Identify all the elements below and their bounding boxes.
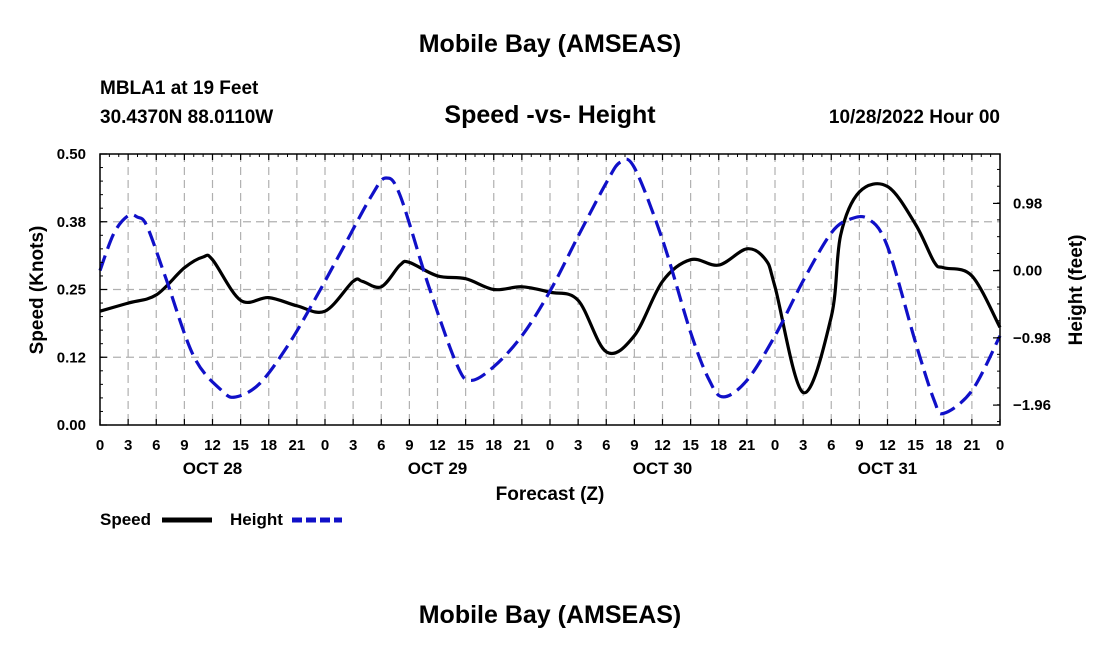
legend-speed-label: Speed xyxy=(100,510,151,529)
series-layer xyxy=(98,157,1002,416)
x-tick-label: 15 xyxy=(682,437,699,454)
coordinates-label: 30.4370N 88.0110W xyxy=(100,107,274,128)
x-tick-label: 15 xyxy=(232,437,249,454)
legend-height-label: Height xyxy=(230,510,283,529)
x-tick-label: 6 xyxy=(152,437,160,454)
x-tick-label: 18 xyxy=(710,437,727,454)
x-tick-label: 18 xyxy=(935,437,952,454)
x-tick-label: 0 xyxy=(546,437,554,454)
y2-tick-label: 0.00 xyxy=(1013,263,1042,280)
y2-axis-title: Height (feet) xyxy=(1066,235,1087,346)
x-axis-title: Forecast (Z) xyxy=(496,484,605,505)
x-tick-label: 3 xyxy=(574,437,582,454)
footer-title: Mobile Bay (AMSEAS) xyxy=(418,601,682,629)
x-tick-label: 9 xyxy=(630,437,638,454)
y-tick-label: 0.50 xyxy=(57,146,86,163)
x-tick-label: 12 xyxy=(654,437,671,454)
x-tick-label: 6 xyxy=(827,437,835,454)
x-tick-label: 12 xyxy=(429,437,446,454)
legend: Speed Height xyxy=(100,510,342,529)
station-label: MBLA1 at 19 Feet xyxy=(100,78,259,99)
height-series-line xyxy=(98,157,1002,416)
x-tick-label: 9 xyxy=(855,437,863,454)
day-label: OCT 31 xyxy=(858,459,918,478)
y-tick-label: 0.25 xyxy=(57,282,86,299)
y-tick-label: 0.12 xyxy=(57,349,86,366)
x-tick-label: 12 xyxy=(204,437,221,454)
x-tick-label: 6 xyxy=(602,437,610,454)
x-tick-label: 21 xyxy=(964,437,981,454)
x-tick-label: 18 xyxy=(485,437,502,454)
x-tick-label: 0 xyxy=(771,437,779,454)
x-tick-label: 9 xyxy=(405,437,413,454)
x-tick-label: 9 xyxy=(180,437,188,454)
forecast-datetime: 10/28/2022 Hour 00 xyxy=(828,107,1000,128)
x-tick-label: 0 xyxy=(996,437,1004,454)
x-tick-label: 15 xyxy=(907,437,924,454)
axis-layer: 0 3 6 9 12 15 18 21 0 3 6 9 12 15 18 21 0 3 6 9 12 15 18 21 0 3 6 9… xyxy=(27,146,1087,505)
x-tick-label: 3 xyxy=(799,437,807,454)
x-tick-label: 3 xyxy=(349,437,357,454)
y-axis-title: Speed (Knots) xyxy=(27,226,48,355)
x-tick-label: 6 xyxy=(377,437,385,454)
day-label: OCT 29 xyxy=(408,459,468,478)
x-tick-label: 3 xyxy=(124,437,132,454)
y2-tick-label: 0.98 xyxy=(1013,195,1042,212)
x-tick-label: 15 xyxy=(457,437,474,454)
x-tick-label: 21 xyxy=(289,437,306,454)
day-label: OCT 28 xyxy=(183,459,243,478)
x-tick-label: 18 xyxy=(260,437,277,454)
x-tick-label: 0 xyxy=(321,437,329,454)
day-label: OCT 30 xyxy=(633,459,693,478)
chart-title: Mobile Bay (AMSEAS) xyxy=(418,30,682,58)
x-tick-label: 21 xyxy=(514,437,531,454)
x-tick-label: 0 xyxy=(96,437,104,454)
y2-tick-label: −0.98 xyxy=(1013,330,1051,347)
chart-subtitle: Speed -vs- Height xyxy=(444,101,656,129)
y-tick-label: 0.38 xyxy=(57,214,86,231)
y-tick-label: 0.00 xyxy=(57,417,86,434)
y2-tick-label: −1.96 xyxy=(1013,397,1051,414)
speed-series-line xyxy=(99,182,1002,395)
x-tick-label: 12 xyxy=(879,437,896,454)
x-tick-label: 21 xyxy=(739,437,756,454)
